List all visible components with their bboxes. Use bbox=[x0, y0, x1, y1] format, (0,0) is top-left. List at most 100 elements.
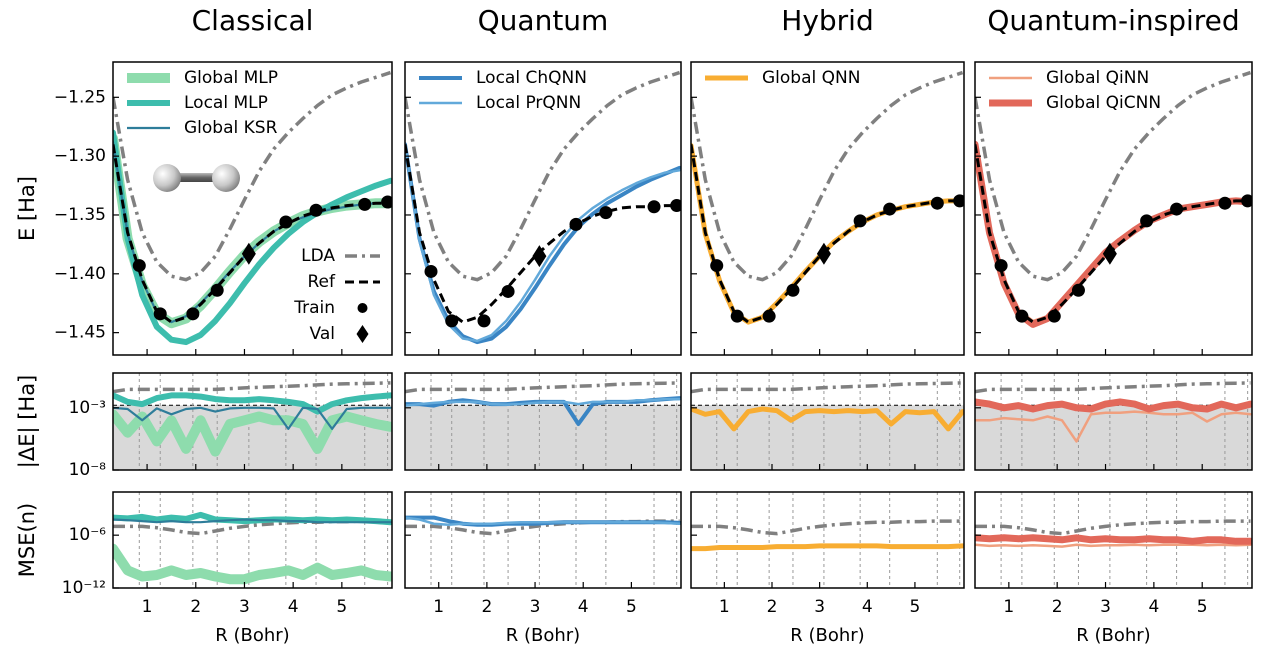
train-point bbox=[477, 314, 491, 328]
accuracy-region bbox=[405, 405, 681, 470]
series-line bbox=[975, 140, 1252, 328]
panel-frame bbox=[404, 372, 682, 471]
y-tick-label: −1.40 bbox=[54, 264, 106, 284]
legend-label: Global MLP bbox=[184, 68, 278, 88]
series-line bbox=[405, 381, 680, 394]
legend-label: Train bbox=[293, 298, 335, 318]
y-tick-label: −1.25 bbox=[54, 87, 106, 107]
column-title: Classical bbox=[192, 4, 314, 37]
legend-label: Global KSR bbox=[184, 118, 278, 138]
plot-area bbox=[691, 373, 964, 470]
panel: Global QNN bbox=[690, 61, 965, 356]
y-tick-label: −1.35 bbox=[54, 205, 106, 225]
accuracy-region bbox=[975, 405, 1252, 470]
x-tick-label: 2 bbox=[1052, 597, 1063, 617]
val-point bbox=[532, 245, 547, 268]
x-tick-label: 3 bbox=[1100, 597, 1111, 617]
train-point bbox=[730, 309, 744, 323]
x-tick-label: 5 bbox=[626, 597, 637, 617]
x-tick-label: 2 bbox=[481, 597, 492, 617]
panel bbox=[690, 372, 965, 471]
series-line bbox=[975, 70, 1252, 282]
x-tick-label: 5 bbox=[910, 597, 921, 617]
train-point bbox=[309, 203, 323, 217]
panel-frame bbox=[974, 491, 1253, 589]
panel-frame bbox=[690, 491, 965, 589]
panel-frame bbox=[690, 61, 965, 356]
panel bbox=[974, 372, 1253, 471]
x-tick-label: 5 bbox=[336, 597, 347, 617]
plot-area bbox=[691, 492, 964, 588]
x-tick-label: 2 bbox=[190, 597, 201, 617]
train-point bbox=[186, 307, 200, 321]
train-point bbox=[1140, 214, 1154, 228]
x-tick-label: 4 bbox=[862, 597, 873, 617]
train-point bbox=[501, 284, 515, 298]
accuracy-region bbox=[691, 405, 964, 470]
train-point bbox=[210, 283, 224, 297]
series-line bbox=[113, 144, 391, 324]
series-line bbox=[691, 144, 963, 324]
column-title: Hybrid bbox=[781, 4, 873, 37]
y-axis-label: E [Ha] bbox=[15, 176, 39, 241]
panel-frame bbox=[404, 491, 682, 589]
atom bbox=[212, 164, 240, 192]
series-line bbox=[405, 516, 681, 527]
series-line bbox=[113, 129, 392, 346]
plot-area bbox=[975, 492, 1252, 588]
plot-area bbox=[405, 70, 681, 345]
series-line bbox=[405, 143, 681, 343]
series-line bbox=[113, 381, 391, 394]
plot-area bbox=[975, 70, 1252, 328]
panel-frame bbox=[690, 372, 965, 471]
panel-frame bbox=[112, 372, 393, 471]
train-point bbox=[883, 202, 897, 216]
x-tick-label: 1 bbox=[433, 597, 444, 617]
panels: −1.45 −1.40 −1.35 −1.30 −1.25 Global MLP Local… bbox=[54, 61, 1253, 617]
series-line bbox=[113, 518, 392, 524]
train-point bbox=[762, 309, 776, 323]
train-point bbox=[710, 259, 724, 273]
series-line bbox=[975, 144, 1251, 324]
panel: 1 2 3 4 5 10⁻⁶ 10⁻¹² bbox=[62, 491, 393, 617]
panel: −1.45 −1.40 −1.35 −1.30 −1.25 Global MLP Local… bbox=[54, 61, 393, 356]
x-axis-label: R (Bohr) bbox=[790, 625, 864, 646]
series-line bbox=[405, 142, 681, 345]
plot-area bbox=[975, 373, 1252, 470]
y-tick-label: 10⁻³ bbox=[69, 398, 106, 418]
train-point bbox=[445, 314, 459, 328]
series-line bbox=[405, 144, 680, 324]
series-line bbox=[975, 543, 1252, 548]
series-line bbox=[113, 70, 392, 282]
legend-label: Local PrQNN bbox=[476, 93, 581, 113]
series-line bbox=[975, 381, 1251, 394]
x-tick-label: 2 bbox=[767, 597, 778, 617]
legend-label: Local MLP bbox=[184, 93, 268, 113]
molecule-icon bbox=[153, 164, 240, 192]
series-line bbox=[975, 410, 1252, 443]
train-point bbox=[132, 259, 146, 273]
y-tick-label: 10⁻⁸ bbox=[69, 460, 107, 480]
legend-label: LDA bbox=[301, 246, 335, 266]
train-point bbox=[1047, 309, 1061, 323]
train-point bbox=[153, 307, 167, 321]
train-point bbox=[786, 283, 800, 297]
train-point bbox=[1071, 283, 1085, 297]
train-point bbox=[599, 206, 613, 220]
series-line bbox=[113, 140, 392, 324]
train-point bbox=[1170, 202, 1184, 216]
series-line bbox=[405, 70, 681, 282]
panel: 1 2 3 4 5 bbox=[404, 491, 682, 617]
panel: Local ChQNN Local PrQNN bbox=[404, 61, 682, 356]
x-axis-label: R (Bohr) bbox=[1076, 625, 1150, 646]
y-tick-label: 10⁻⁶ bbox=[69, 525, 107, 545]
train-point bbox=[424, 264, 438, 278]
x-tick-label: 3 bbox=[530, 597, 541, 617]
series-line bbox=[975, 519, 1251, 536]
panel bbox=[404, 372, 682, 471]
y-tick-label: −1.45 bbox=[54, 323, 106, 343]
panel: 1 2 3 4 5 bbox=[690, 491, 965, 617]
series-line bbox=[113, 392, 392, 415]
y-tick-label: 10⁻¹² bbox=[62, 578, 106, 598]
x-tick-label: 4 bbox=[288, 597, 299, 617]
